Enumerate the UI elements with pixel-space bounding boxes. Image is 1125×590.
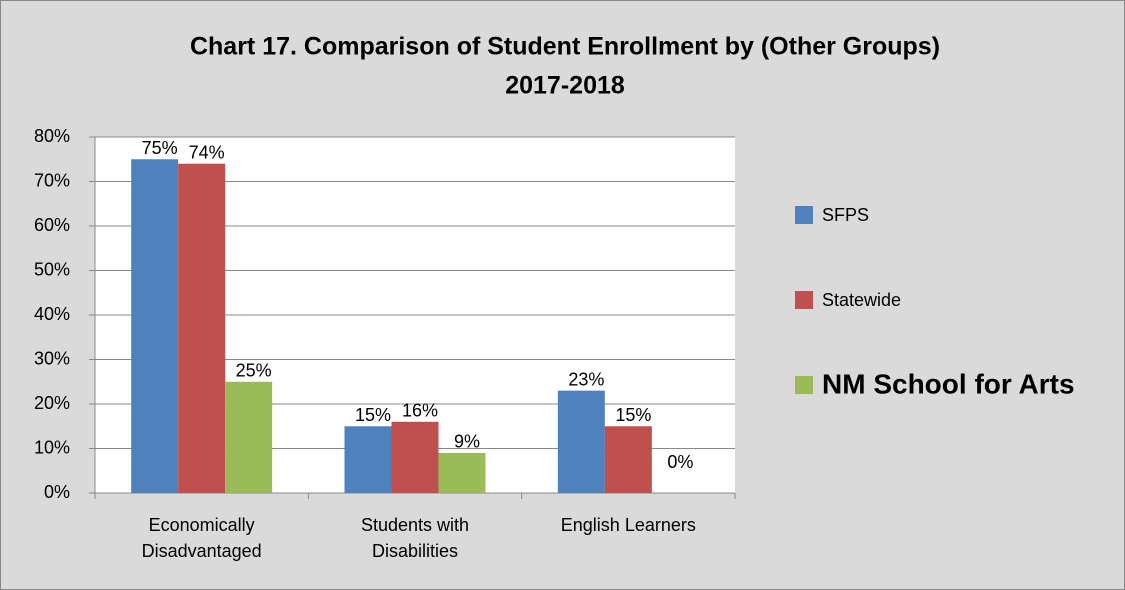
y-tick-label: 0% bbox=[44, 482, 70, 502]
bar bbox=[557, 390, 605, 493]
legend-swatch bbox=[795, 291, 813, 309]
value-label: 74% bbox=[189, 142, 225, 162]
bar bbox=[225, 381, 273, 493]
y-tick-label: 50% bbox=[34, 259, 70, 279]
value-label: 25% bbox=[236, 361, 272, 381]
value-label: 0% bbox=[667, 452, 693, 472]
value-label: 15% bbox=[355, 405, 391, 425]
y-tick-label: 20% bbox=[34, 393, 70, 413]
y-tick-label: 40% bbox=[34, 304, 70, 324]
bar bbox=[391, 421, 439, 493]
value-label: 16% bbox=[402, 401, 438, 421]
legend-label: NM School for Arts bbox=[822, 368, 1075, 399]
y-tick-label: 10% bbox=[34, 437, 70, 457]
chart-title: 2017-2018 bbox=[505, 72, 625, 100]
value-label: 23% bbox=[568, 369, 604, 389]
value-label: 9% bbox=[454, 432, 480, 452]
legend-swatch bbox=[795, 376, 813, 394]
bar bbox=[438, 452, 486, 493]
legend-swatch bbox=[795, 206, 813, 224]
y-tick-label: 60% bbox=[34, 215, 70, 235]
x-tick-label: Students with Disabilities bbox=[360, 515, 470, 561]
legend-label: SFPS bbox=[822, 205, 869, 225]
x-tick-label: Economically Disadvantaged bbox=[141, 515, 262, 561]
bar bbox=[344, 426, 392, 493]
chart-title: Chart 17. Comparison of Student Enrollme… bbox=[190, 33, 940, 61]
bar bbox=[604, 426, 652, 493]
bar bbox=[178, 163, 226, 493]
x-tick-label: English Learners bbox=[560, 515, 696, 535]
y-tick-label: 80% bbox=[34, 126, 70, 146]
value-label: 75% bbox=[142, 138, 178, 158]
value-label: 15% bbox=[615, 405, 651, 425]
bar bbox=[131, 159, 179, 493]
y-tick-label: 70% bbox=[34, 170, 70, 190]
legend-label: Statewide bbox=[822, 290, 901, 310]
y-tick-label: 30% bbox=[34, 348, 70, 368]
